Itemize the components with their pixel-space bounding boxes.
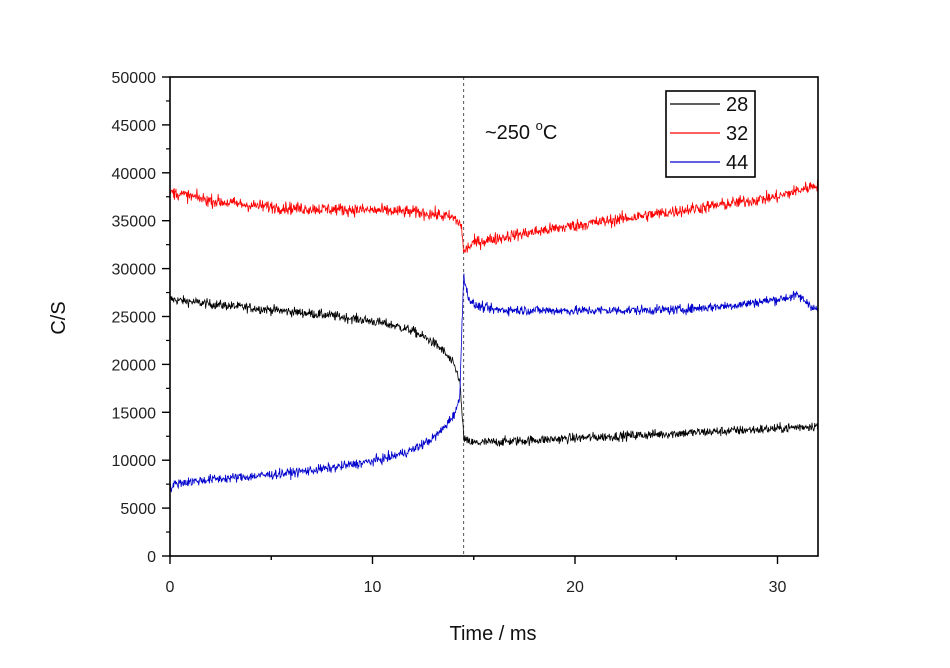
annotation-suffix: C — [543, 122, 557, 144]
annotation-degree-symbol: o — [536, 118, 543, 133]
y-tick-label: 45000 — [112, 118, 157, 135]
y-tick-label: 0 — [147, 549, 156, 566]
legend-label-28: 28 — [726, 94, 748, 116]
series-44-line — [169, 273, 819, 493]
plot-layer — [169, 77, 819, 556]
y-tick-label: 40000 — [112, 166, 157, 183]
x-tick-label: 10 — [364, 579, 382, 596]
y-tick-label: 35000 — [112, 214, 157, 231]
series-32-line — [169, 179, 819, 253]
y-tick-label: 5000 — [120, 501, 156, 518]
legend-box — [665, 90, 756, 178]
legend-label-44: 44 — [726, 152, 748, 174]
y-tick-label: 10000 — [112, 453, 157, 470]
y-tick-label: 20000 — [112, 357, 157, 374]
x-axis-title: Time / ms — [449, 623, 536, 645]
ticks-layer: 0 5000 10000 15000 20000 25000 30000 35000 40000… — [112, 70, 787, 596]
series-28-line — [169, 295, 819, 447]
y-tick-label: 30000 — [112, 262, 157, 279]
legend-label-32: 32 — [726, 123, 748, 145]
annotation-prefix: ~250 — [485, 122, 536, 144]
legend: 28 32 44 — [665, 90, 756, 178]
y-tick-label: 15000 — [112, 405, 157, 422]
x-tick-label: 20 — [566, 579, 584, 596]
y-tick-label: 25000 — [112, 310, 157, 327]
x-tick-label: 0 — [166, 579, 175, 596]
y-axis-title: C/S — [48, 301, 70, 334]
temperature-annotation: ~250 oC — [485, 118, 557, 144]
y-tick-label: 50000 — [112, 70, 157, 87]
x-tick-label: 30 — [769, 579, 787, 596]
